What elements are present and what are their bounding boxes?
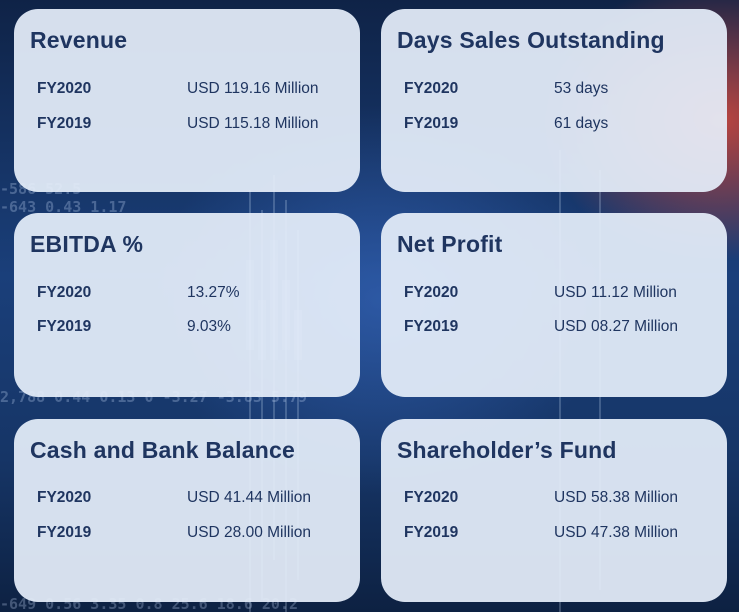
- fy2020-value: USD 11.12 Million: [554, 284, 677, 301]
- fy2019-label: FY2019: [37, 115, 92, 132]
- fy2020-value: USD 41.44 Million: [187, 489, 312, 506]
- fy2020-value: 13.27%: [187, 284, 240, 301]
- fy2019-label: FY2019: [404, 115, 459, 132]
- fy2019-value: 61 days: [554, 115, 609, 132]
- cash-and-bank-balance-card: Cash and Bank Balance FY2020 USD 41.44 M…: [14, 419, 360, 602]
- fy2019-label: FY2019: [404, 524, 459, 541]
- card-title: EBITDA %: [30, 231, 144, 257]
- fy2020-value: USD 119.16 Million: [187, 80, 319, 97]
- fy2020-label: FY2020: [404, 489, 459, 506]
- revenue-card: Revenue FY2020 USD 119.16 Million FY2019…: [14, 9, 360, 192]
- fy2020-value: 53 days: [554, 80, 609, 97]
- fy2020-value: USD 58.38 Million: [554, 489, 679, 506]
- card-title: Shareholder’s Fund: [397, 437, 617, 463]
- fy2019-value: USD 28.00 Million: [187, 524, 312, 541]
- days-sales-outstanding-card: Days Sales Outstanding FY2020 53 days FY…: [381, 9, 727, 192]
- fy2019-value: USD 47.38 Million: [554, 524, 679, 541]
- fy2020-label: FY2020: [404, 284, 459, 301]
- shareholders-fund-card: Shareholder’s Fund FY2020 USD 58.38 Mill…: [381, 419, 727, 602]
- fy2019-label: FY2019: [404, 318, 459, 335]
- fy2019-value: 9.03%: [187, 318, 231, 335]
- fy2020-label: FY2020: [37, 80, 92, 97]
- ebitda-card: EBITDA % FY2020 13.27% FY2019 9.03%: [14, 213, 360, 397]
- net-profit-card: Net Profit FY2020 USD 11.12 Million FY20…: [381, 213, 727, 397]
- fy2019-label: FY2019: [37, 524, 92, 541]
- card-title: Cash and Bank Balance: [30, 437, 295, 463]
- fy2020-label: FY2020: [37, 489, 92, 506]
- fy2019-value: USD 115.18 Million: [187, 115, 319, 132]
- fy2019-value: USD 08.27 Million: [554, 318, 679, 335]
- card-title: Net Profit: [397, 231, 503, 257]
- card-title: Revenue: [30, 27, 128, 53]
- fy2020-label: FY2020: [37, 284, 92, 301]
- fy2019-label: FY2019: [37, 318, 92, 335]
- fy2020-label: FY2020: [404, 80, 459, 97]
- card-title: Days Sales Outstanding: [397, 27, 665, 53]
